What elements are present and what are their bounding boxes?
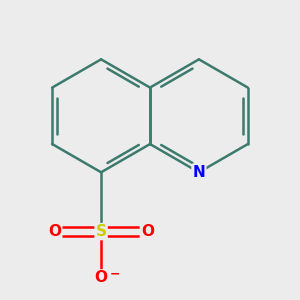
Text: S: S (96, 224, 106, 239)
Text: N: N (193, 165, 205, 180)
Text: −: − (110, 268, 121, 281)
Text: O: O (94, 270, 108, 285)
Text: O: O (48, 224, 61, 239)
Text: O: O (141, 224, 154, 239)
